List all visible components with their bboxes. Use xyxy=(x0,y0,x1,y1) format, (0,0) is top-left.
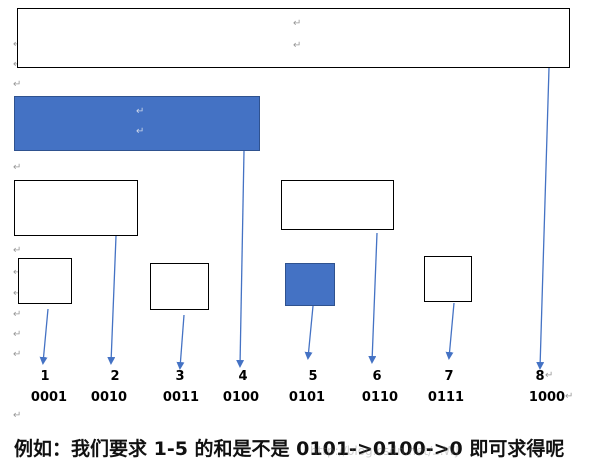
arrow-c5 xyxy=(304,305,314,360)
paragraph-mark: ↵ xyxy=(13,410,22,421)
arrow-c2 xyxy=(107,235,117,365)
index-binary: 0100 xyxy=(222,390,260,405)
index-binary: 0011 xyxy=(162,390,200,405)
paragraph-mark: ↵ xyxy=(293,40,302,51)
tree-node-c4: ↵ ↵ xyxy=(14,96,260,151)
arrow-c7 xyxy=(445,302,455,360)
tree-node-c8: ↵ ↵ xyxy=(17,8,570,68)
paragraph-mark: ↵ xyxy=(13,289,21,299)
paragraph-mark: ↵ xyxy=(13,268,21,278)
index-binary: 1000 xyxy=(528,390,566,405)
paragraph-mark: ↵ xyxy=(13,79,22,90)
paragraph-mark: ↵ xyxy=(13,245,22,256)
index-binary: 0001 xyxy=(30,390,68,405)
index-number: 5 xyxy=(308,369,318,384)
tree-node-c1 xyxy=(18,258,72,304)
index-number: 7 xyxy=(444,369,454,384)
arrow-c1 xyxy=(39,308,49,365)
paragraph-mark: ↵ xyxy=(565,391,574,402)
index-binary: 0010 xyxy=(90,390,128,405)
tree-node-c7 xyxy=(424,256,472,302)
arrow-c6 xyxy=(368,232,378,364)
index-number: 3 xyxy=(175,369,185,384)
paragraph-mark: ↵ xyxy=(293,18,302,29)
index-binary: 0101 xyxy=(288,390,326,405)
paragraph-mark: ↵ xyxy=(13,309,22,320)
paragraph-mark: ↵ xyxy=(13,349,22,360)
index-number: 2 xyxy=(110,369,120,384)
index-number: 4 xyxy=(238,369,248,384)
arrow-c4 xyxy=(236,150,245,368)
index-binary: 0110 xyxy=(361,390,399,405)
paragraph-mark: ↵ xyxy=(13,162,22,173)
paragraph-mark: ↵ xyxy=(136,126,145,137)
tree-node-c2 xyxy=(14,180,138,236)
paragraph-mark: ↵ xyxy=(136,106,145,117)
watermark: http://blog.csdn.net/...WJ xyxy=(310,444,459,458)
index-number: 6 xyxy=(372,369,382,384)
index-binary: 0111 xyxy=(427,390,465,405)
arrow-c8 xyxy=(536,67,550,370)
tree-node-c5 xyxy=(285,263,335,306)
tree-node-c3 xyxy=(150,263,209,310)
paragraph-mark: ↵ xyxy=(13,329,22,340)
index-number: 1 xyxy=(40,369,50,384)
index-number: 8 xyxy=(535,369,545,384)
caption-text: 例如：我们要求 1-5 的和是不是 0101->0100->0 即可求得呢 xyxy=(14,438,565,460)
paragraph-mark: ↵ xyxy=(545,370,554,381)
arrow-c3 xyxy=(176,314,185,370)
tree-node-c6 xyxy=(281,180,394,230)
